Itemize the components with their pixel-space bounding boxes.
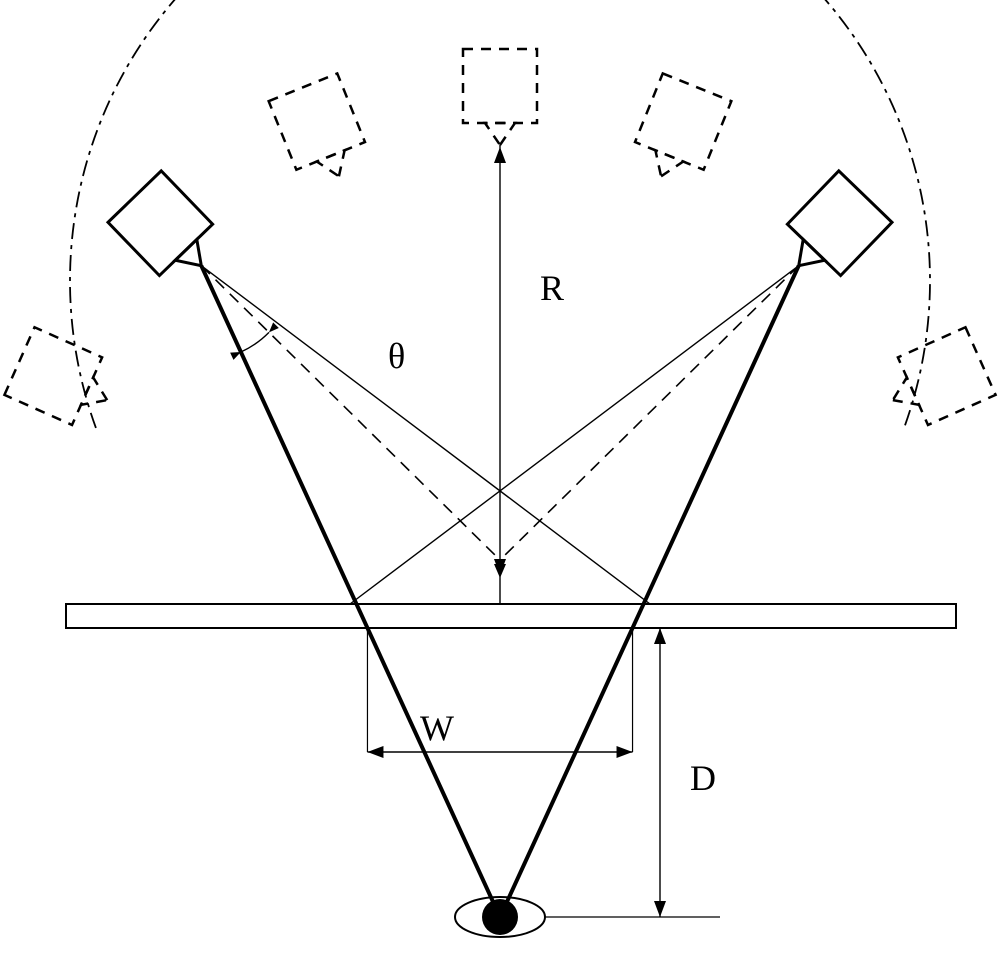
sight-ray-thick <box>500 266 799 917</box>
projector-solid <box>108 171 213 276</box>
theta-arc <box>241 332 269 352</box>
sight-ray-thin <box>201 266 650 604</box>
projector-dashed <box>463 49 537 145</box>
label-w: W <box>420 708 454 748</box>
screen-bar <box>66 604 956 628</box>
projector-dashed <box>635 73 731 176</box>
label-theta: θ <box>388 336 405 376</box>
projector-solid <box>787 171 892 276</box>
projector-dashed <box>893 327 996 425</box>
sight-ray-dashed <box>500 266 799 560</box>
sight-ray-dashed <box>201 266 500 560</box>
label-r: R <box>540 268 564 308</box>
label-d: D <box>690 758 716 798</box>
sight-ray-thin <box>350 266 799 604</box>
projector-dashed <box>269 73 365 176</box>
sight-ray-thick <box>201 266 500 917</box>
projector-dashed <box>4 327 107 425</box>
